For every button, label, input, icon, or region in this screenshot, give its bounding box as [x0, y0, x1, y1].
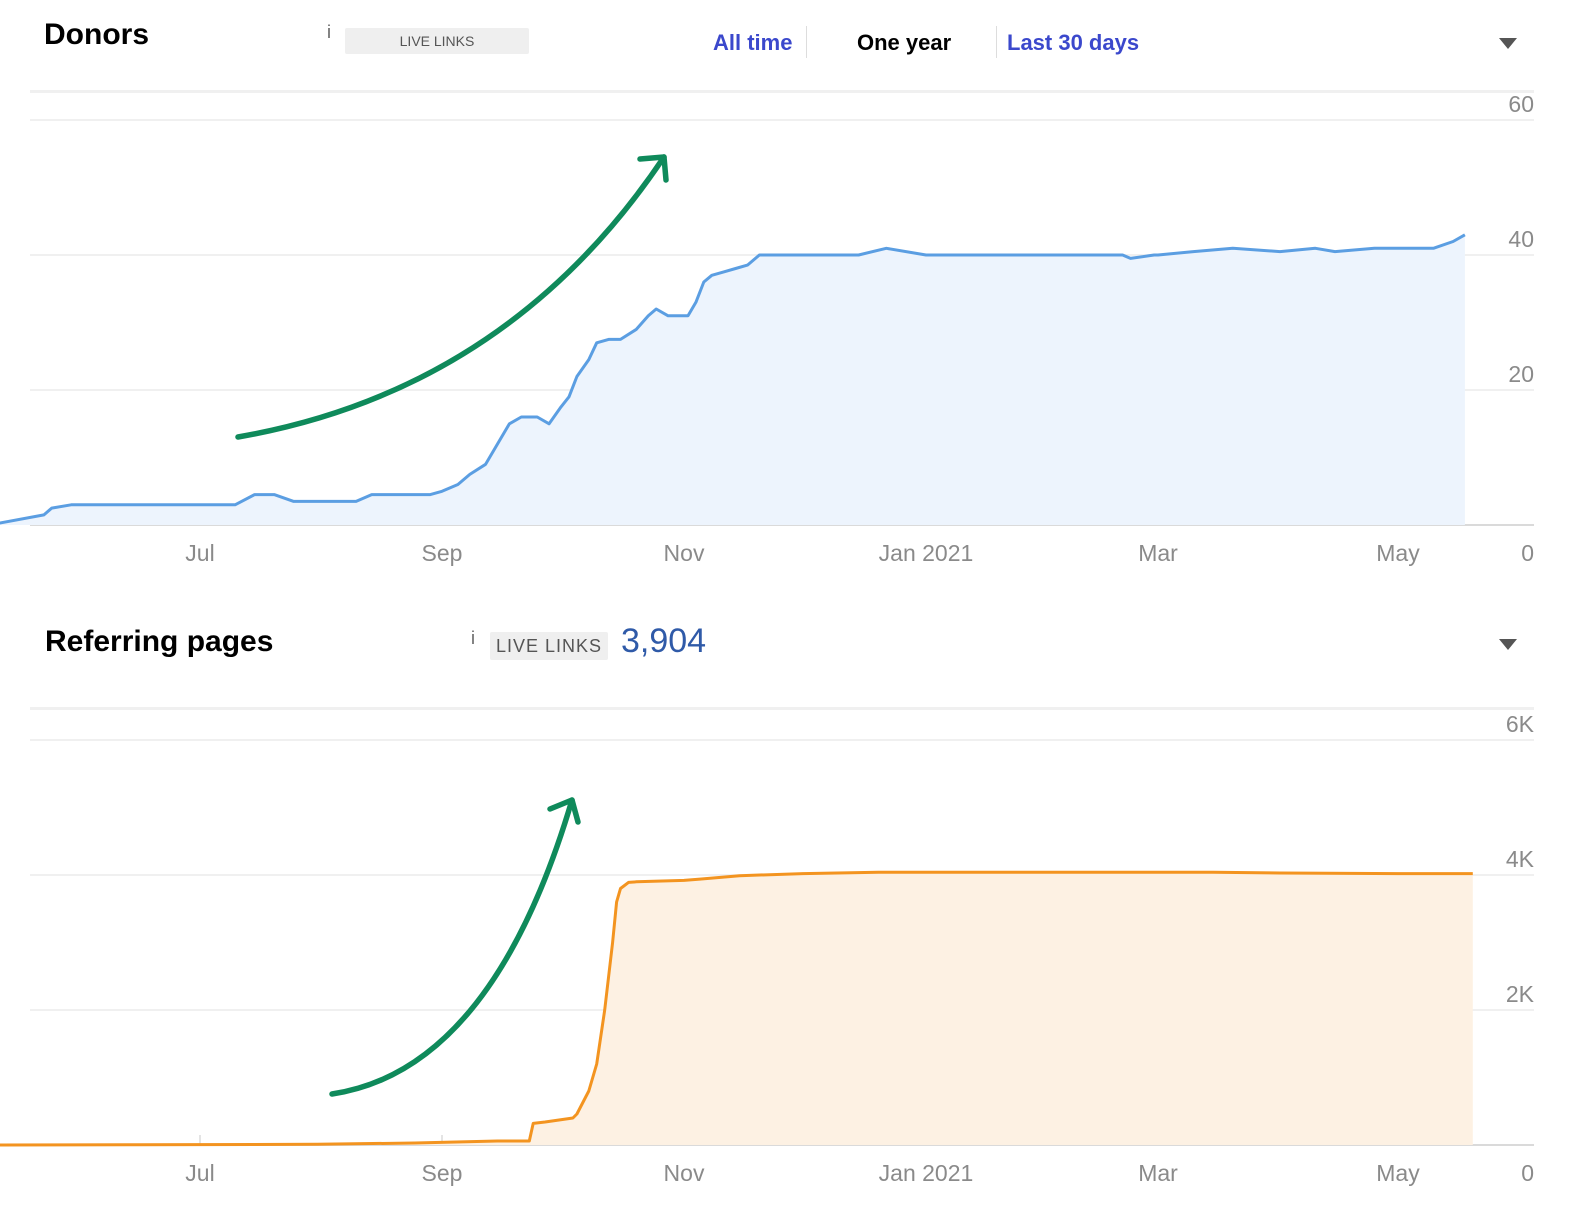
x-tick-label: Nov: [664, 1160, 705, 1186]
y-tick-label: 60: [1508, 91, 1534, 117]
growth-arrow-head: [547, 797, 581, 825]
series-line: [0, 233, 1466, 525]
referring-pages-count: 3,904: [621, 622, 707, 660]
referring-pages-header-divider: [30, 707, 1534, 710]
growth-arrow: [235, 154, 667, 440]
referring-pages-info-icon[interactable]: i: [471, 628, 475, 648]
x-tick-label: Mar: [1138, 540, 1178, 566]
series-area: [0, 872, 1473, 1145]
range-divider: [806, 26, 807, 58]
donors-chart: Jul Sep Nov Jan 2021 Mar May 0 20 40 60: [0, 91, 1534, 566]
y-tick-label: 6K: [1506, 711, 1535, 737]
growth-arrow: [329, 797, 575, 1097]
x-tick-label: Jul: [185, 540, 214, 566]
y-tick-label: 0: [1521, 1160, 1534, 1186]
donors-info-icon[interactable]: i: [327, 22, 331, 42]
x-tick-label: Nov: [664, 540, 705, 566]
referring-pages-live-links-badge: LIVE LINKS: [490, 632, 608, 660]
x-tick-label: Jan 2021: [879, 540, 974, 566]
donors-header-divider: [30, 90, 1534, 93]
range-all-time-button[interactable]: All time: [713, 30, 793, 55]
growth-arrow-head: [637, 154, 669, 183]
series-line: [0, 870, 1473, 1147]
range-last-30-days-button[interactable]: Last 30 days: [1007, 30, 1140, 55]
y-tick-label: 40: [1508, 226, 1534, 252]
x-tick-label: Jul: [185, 1160, 214, 1186]
referring-pages-chevron-down-icon[interactable]: [1499, 639, 1517, 650]
x-tick-label: Mar: [1138, 1160, 1178, 1186]
x-tick-label: Sep: [422, 1160, 463, 1186]
series-area: [0, 234, 1465, 525]
referring-pages-chart: Jul Sep Nov Jan 2021 Mar May 0 2K 4K 6K: [0, 711, 1535, 1186]
x-tick-label: May: [1376, 1160, 1420, 1186]
referring-pages-title: Referring pages: [45, 625, 274, 658]
x-tick-label: Sep: [422, 540, 463, 566]
y-tick-label: 4K: [1506, 846, 1535, 872]
y-tick-label: 2K: [1506, 981, 1535, 1007]
x-tick-label: Jan 2021: [879, 1160, 974, 1186]
donors-title: Donors: [44, 18, 149, 51]
x-tick-label: May: [1376, 540, 1420, 566]
range-one-year-button[interactable]: One year: [857, 30, 952, 55]
donors-chevron-down-icon[interactable]: [1499, 38, 1517, 49]
donors-live-links-badge: LIVE LINKS: [345, 28, 529, 54]
y-tick-label: 0: [1521, 540, 1534, 566]
range-divider: [996, 26, 997, 58]
y-tick-label: 20: [1508, 361, 1534, 387]
